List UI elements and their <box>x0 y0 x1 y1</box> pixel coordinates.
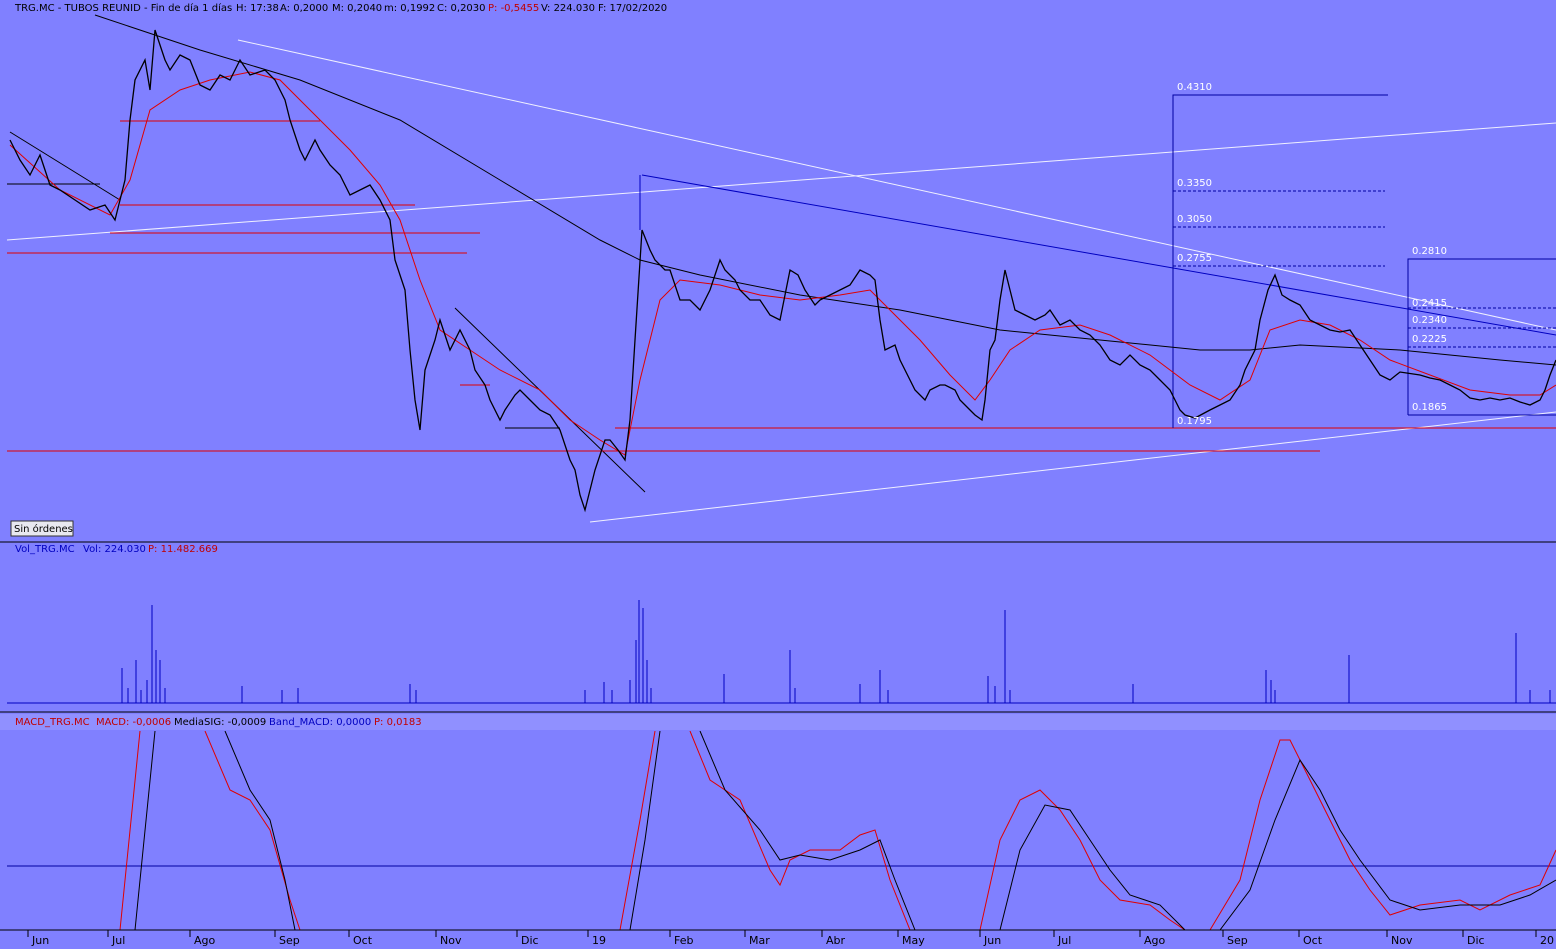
x-tick-label: Sep <box>1227 934 1248 947</box>
fib-label: 0.3350 <box>1177 178 1212 189</box>
x-tick-label: Dic <box>521 934 539 947</box>
macd-info: MediaSIG: -0,0009 <box>174 717 266 728</box>
fib-box <box>1172 94 1388 428</box>
orders-button-label[interactable]: Sin órdenes <box>14 523 73 535</box>
info: P: -0,5455 <box>488 3 539 14</box>
x-tick-label: Ago <box>194 934 216 947</box>
trendline <box>641 174 1556 336</box>
macd-info: Band_MACD: 0,0000 <box>269 717 371 728</box>
moving-average <box>94 14 1556 366</box>
trendline <box>237 39 1556 331</box>
info: V: 224.030 <box>541 3 595 14</box>
fib-level <box>1173 190 1385 267</box>
x-tick-label: 20 <box>1540 934 1554 947</box>
x-tick-label: Jul <box>1057 934 1071 947</box>
trendline <box>589 411 1556 523</box>
price-line <box>9 29 1556 513</box>
volume-info: Vol: 224.030 <box>83 544 146 555</box>
info: F: 17/02/2020 <box>598 3 667 14</box>
fib-label: 0.2225 <box>1412 334 1447 345</box>
orders-button[interactable] <box>10 520 74 537</box>
info: M: 0,2040 <box>332 3 382 14</box>
moving-average <box>9 71 1556 456</box>
fib-label: 0.2415 <box>1412 298 1447 309</box>
fib-label: 0.1865 <box>1412 402 1447 413</box>
x-tick-label: May <box>902 934 925 947</box>
x-tick-label: Dic <box>1467 934 1485 947</box>
macd-info: MACD: -0,0006 <box>96 717 171 728</box>
info: C: 0,2030 <box>437 3 486 14</box>
fib-labels: 0.4310 0.3350 0.3050 0.2755 0.1795 <box>1177 82 1212 427</box>
fib-box <box>1407 258 1556 416</box>
x-tick-label: Jun <box>983 934 1001 947</box>
fib-label: 0.2755 <box>1177 253 1212 264</box>
x-tick-label: Feb <box>674 934 693 947</box>
x-tick-label: Oct <box>1303 934 1323 947</box>
fib-label: 0.3050 <box>1177 214 1212 225</box>
x-tick-label: 19 <box>592 934 606 947</box>
macd-header <box>0 714 1556 730</box>
x-tick-label: Ago <box>1144 934 1166 947</box>
symbol: TRG.MC - TUBOS REUNID - Fin de día 1 día… <box>14 2 232 14</box>
volume-info: P: 11.482.669 <box>148 544 218 555</box>
trendline <box>9 131 121 201</box>
x-tick-label: Mar <box>749 934 770 947</box>
fib-label: 0.4310 <box>1177 82 1212 93</box>
volume-bars <box>7 600 1556 704</box>
macd-name: MACD_TRG.MC <box>15 717 90 728</box>
signal-line <box>134 731 1556 930</box>
price-panel <box>6 14 1556 523</box>
info: m: 0,1992 <box>384 3 435 14</box>
fib-labels: 0.2810 0.2415 0.2340 0.2225 0.1865 <box>1412 246 1447 413</box>
fib-label: 0.1795 <box>1177 416 1212 427</box>
macd-lines <box>119 731 1556 930</box>
trendline <box>6 122 1556 241</box>
macd-info: P: 0,0183 <box>374 717 422 728</box>
x-tick-label: Sep <box>279 934 300 947</box>
info: H: 17:38 <box>236 3 279 14</box>
fib-label: 0.2340 <box>1412 315 1447 326</box>
x-tick-label: Oct <box>353 934 373 947</box>
volume-name: Vol_TRG.MC <box>15 544 75 555</box>
x-tick-label: Jul <box>111 934 125 947</box>
x-tick-label: Abr <box>826 934 846 947</box>
info: A: 0,2000 <box>280 3 328 14</box>
x-axis-labels: Jun Jul Ago Sep Oct Nov Dic 19 Feb Mar Abr May Jun Ju… <box>27 930 1554 947</box>
x-tick-label: Nov <box>440 934 462 947</box>
x-axis <box>0 931 1556 949</box>
fib-label: 0.2810 <box>1412 246 1447 257</box>
x-tick-label: Jun <box>31 934 49 947</box>
x-tick-label: Nov <box>1391 934 1413 947</box>
